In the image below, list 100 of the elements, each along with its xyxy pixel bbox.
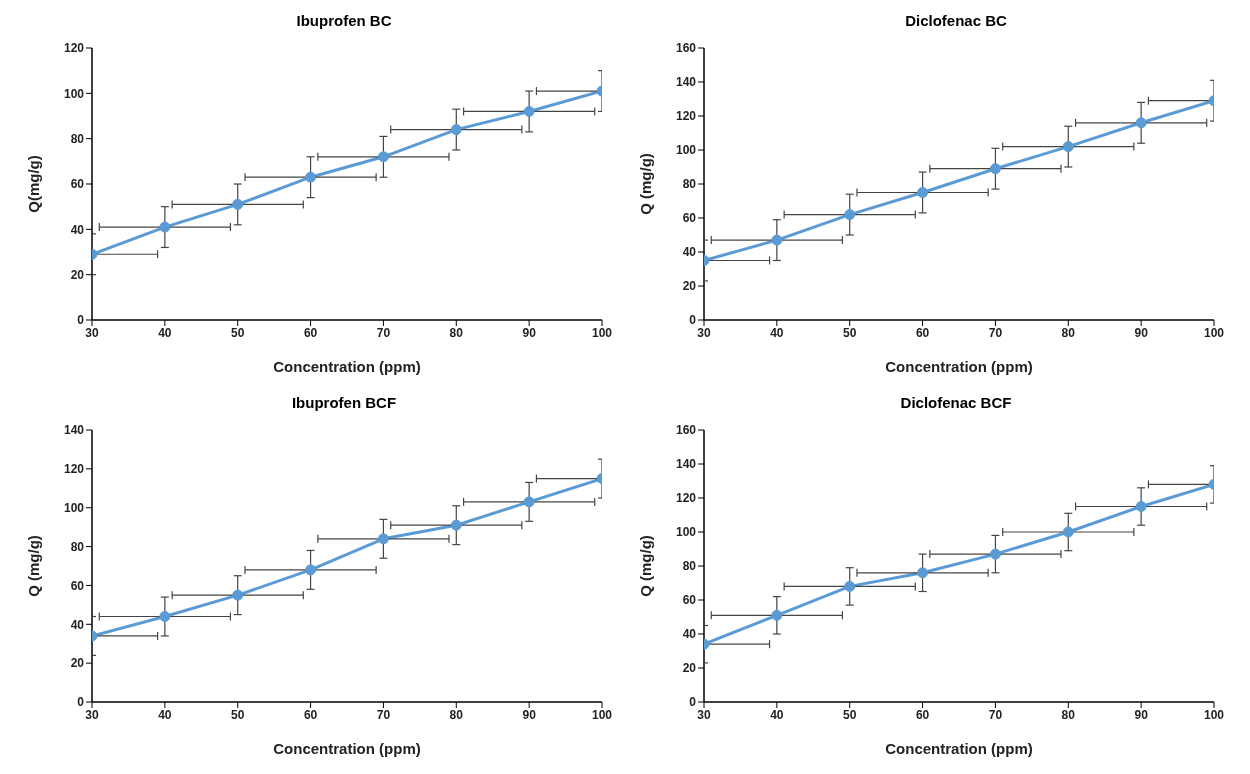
x-axis-title: Concentration (ppm) <box>273 740 421 757</box>
point <box>771 234 783 246</box>
y-tick-label: 0 <box>689 695 697 710</box>
point <box>232 589 244 601</box>
point <box>844 580 856 592</box>
point <box>159 221 171 233</box>
y-tick-label: 20 <box>70 267 85 282</box>
y-tick-label: 140 <box>675 75 697 90</box>
x-tick-label: 60 <box>303 707 318 722</box>
point <box>917 567 929 579</box>
point <box>305 564 317 576</box>
point <box>159 611 171 623</box>
y-tick-label: 40 <box>70 617 85 632</box>
y-tick-label: 60 <box>70 177 85 192</box>
y-tick-label: 100 <box>63 86 85 101</box>
y-tick-label: 40 <box>682 245 697 260</box>
x-tick-label: 70 <box>376 325 391 340</box>
y-tick-label: 140 <box>63 423 85 438</box>
x-tick-label: 50 <box>231 325 245 340</box>
x-tick-label: 90 <box>1134 325 1149 340</box>
point <box>844 209 856 221</box>
y-tick-label: 40 <box>70 222 85 237</box>
chart-title: Ibuprofen BC <box>295 11 393 31</box>
point <box>232 198 244 210</box>
y-tick-label: 80 <box>70 539 85 554</box>
x-tick-label: 30 <box>85 325 99 340</box>
point <box>989 163 1001 175</box>
x-tick-label: 30 <box>85 707 99 722</box>
point <box>377 151 389 163</box>
x-tick-label: 80 <box>449 707 464 722</box>
y-axis-title: Q (mg/g) <box>637 535 655 597</box>
chart-title: Diclofenac BCF <box>899 393 1013 413</box>
y-tick-label: 0 <box>77 313 85 328</box>
point <box>771 609 783 621</box>
y-tick-label: 120 <box>63 462 85 477</box>
y-tick-label: 80 <box>70 131 85 146</box>
x-tick-label: 100 <box>1203 707 1225 722</box>
x-tick-label: 30 <box>697 325 711 340</box>
x-axis-title: Concentration (ppm) <box>273 358 421 375</box>
x-tick-label: 100 <box>591 707 613 722</box>
point <box>917 187 929 198</box>
x-tick-label: 70 <box>988 707 1003 722</box>
y-tick-label: 160 <box>675 423 697 438</box>
x-tick-label: 40 <box>770 325 784 340</box>
y-tick-label: 100 <box>675 525 697 540</box>
point <box>450 519 462 531</box>
x-tick-label: 40 <box>158 325 172 340</box>
y-tick-label: 60 <box>70 578 85 593</box>
x-tick-label: 90 <box>522 325 537 340</box>
x-tick-label: 80 <box>1061 707 1076 722</box>
point <box>523 105 535 117</box>
y-tick-label: 100 <box>675 143 697 158</box>
point <box>989 548 1001 560</box>
x-tick-label: 80 <box>1061 325 1076 340</box>
point <box>1062 141 1074 153</box>
chart-title: Diclofenac BC <box>904 11 1008 31</box>
x-axis-title: Concentration (ppm) <box>885 358 1033 375</box>
x-axis-title: Concentration (ppm) <box>885 740 1033 757</box>
y-tick-label: 160 <box>675 41 697 56</box>
y-tick-label: 100 <box>63 500 85 515</box>
point <box>450 124 462 136</box>
x-tick-label: 60 <box>915 325 930 340</box>
x-tick-label: 60 <box>303 325 318 340</box>
x-tick-label: 90 <box>522 707 537 722</box>
x-tick-label: 30 <box>697 707 711 722</box>
y-tick-label: 80 <box>682 177 697 192</box>
y-axis-title: Q (mg/g) <box>637 153 655 215</box>
point <box>1062 526 1074 538</box>
point <box>1135 117 1147 129</box>
x-tick-label: 50 <box>843 707 857 722</box>
x-tick-label: 100 <box>591 325 613 340</box>
y-axis-title: Q(mg/g) <box>25 155 43 213</box>
x-tick-label: 70 <box>376 707 391 722</box>
x-tick-label: 80 <box>449 325 464 340</box>
x-tick-label: 90 <box>1134 707 1149 722</box>
y-tick-label: 120 <box>675 491 697 506</box>
x-tick-label: 40 <box>158 707 172 722</box>
chart-title: Ibuprofen BCF <box>290 393 398 413</box>
point <box>1135 501 1147 512</box>
y-tick-label: 0 <box>689 313 697 328</box>
y-tick-label: 40 <box>682 627 697 642</box>
x-tick-label: 50 <box>843 325 857 340</box>
point <box>377 533 389 545</box>
x-tick-label: 60 <box>915 707 930 722</box>
y-tick-label: 80 <box>682 559 697 574</box>
y-tick-label: 60 <box>682 211 697 226</box>
x-tick-label: 100 <box>1203 325 1225 340</box>
y-tick-label: 20 <box>682 661 697 676</box>
y-tick-label: 120 <box>63 41 85 56</box>
y-tick-label: 60 <box>682 593 697 608</box>
y-tick-label: 0 <box>77 695 85 710</box>
y-tick-label: 20 <box>682 279 697 294</box>
point <box>523 496 535 508</box>
x-tick-label: 50 <box>231 707 245 722</box>
y-axis-title: Q (mg/g) <box>25 535 43 597</box>
y-tick-label: 140 <box>675 457 697 472</box>
point <box>305 171 317 183</box>
y-tick-label: 20 <box>70 656 85 671</box>
y-tick-label: 120 <box>675 109 697 124</box>
x-tick-label: 40 <box>770 707 784 722</box>
